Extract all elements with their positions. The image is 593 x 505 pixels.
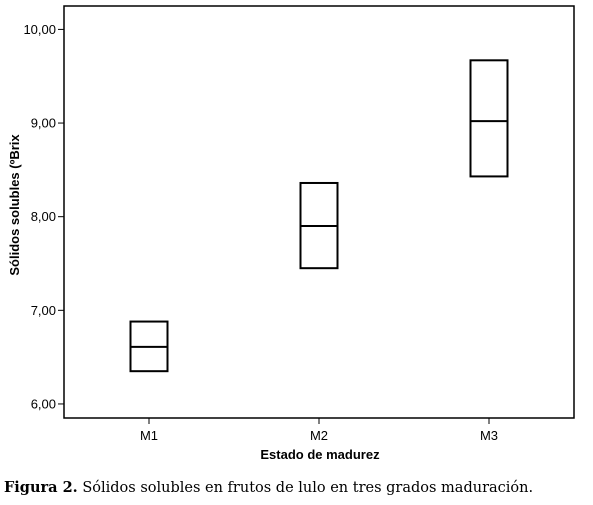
caption-text: Sólidos solubles en frutos de lulo en tr… (77, 480, 534, 496)
y-tick-label: 6,00 (31, 396, 56, 411)
y-axis: 6,00 7,00 8,00 9,00 10,00 (23, 22, 64, 411)
plot-frame (63, 5, 575, 419)
x-axis-title: Estado de madurez (260, 447, 380, 462)
boxes (129, 59, 509, 373)
y-tick-label: 10,00 (23, 22, 56, 37)
caption-label: Figura 2. (4, 479, 78, 496)
y-tick-label: 9,00 (31, 116, 56, 131)
y-axis-title: Sólidos solubles (ºBrix (7, 134, 22, 276)
x-axis: M1 M2 M3 (140, 418, 498, 443)
boxplot-chart: 6,00 7,00 8,00 9,00 10,00 M1 M2 M3 Estado de m… (7, 5, 575, 462)
figure-caption: Figura 2. Sólidos solubles en frutos de … (4, 479, 533, 496)
y-tick-label: 7,00 (31, 303, 56, 318)
x-tick-label: M2 (310, 428, 328, 443)
x-tick-label: M1 (140, 428, 158, 443)
y-tick-label: 8,00 (31, 209, 56, 224)
box-m3 (469, 59, 509, 178)
x-tick-label: M3 (480, 428, 498, 443)
